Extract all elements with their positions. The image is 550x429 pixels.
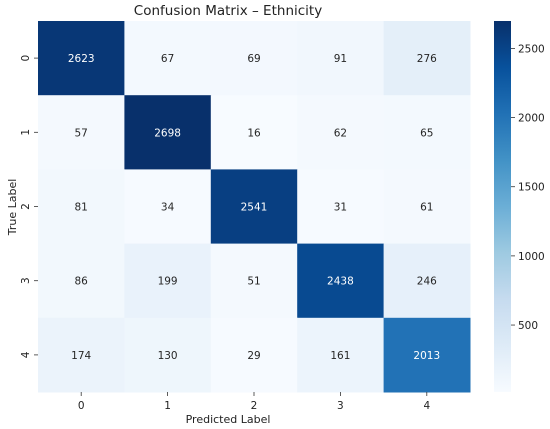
colorbar-ticks: 500 1000 1500 2000 2500: [511, 43, 545, 332]
colorbar-tick-label-1: 1000: [518, 251, 545, 263]
cell-value-2-2: 2541: [241, 202, 268, 214]
x-tick-label-3: 3: [337, 400, 344, 412]
cell-value-4-0: 174: [71, 350, 91, 362]
heatmap-cell-2-0: [38, 169, 125, 245]
cell-value-3-0: 86: [75, 276, 89, 288]
y-tick-label-0: 0: [20, 55, 32, 62]
heatmap-cell-4-3: [297, 317, 385, 393]
cell-value-2-0: 81: [75, 202, 88, 214]
heatmap-cell-4-0: [38, 317, 125, 393]
heatmap-cell-0-4: [383, 21, 471, 96]
x-tick-label-4: 4: [423, 400, 430, 412]
y-tick-label-2: 2: [20, 203, 32, 210]
cell-value-4-2: 29: [247, 350, 260, 362]
cell-value-3-4: 246: [417, 276, 437, 288]
y-axis-label: True Label: [6, 179, 19, 237]
heatmap-cell-0-3: [297, 21, 385, 96]
heatmap-cell-2-4: [383, 169, 471, 245]
cell-value-3-1: 199: [158, 276, 178, 288]
heatmap-cell-1-2: [210, 95, 298, 170]
heatmap-cells: 2623 67 69 91 276 57 2698 16 62 65 81 34 2541 31 61 86 1…: [38, 21, 471, 393]
y-axis-ticks: 0 1 2 3 4: [20, 55, 38, 358]
colorbar: [494, 21, 511, 392]
colorbar-tick-label-3: 2000: [518, 113, 545, 125]
heatmap-cell-0-0: [38, 21, 125, 96]
cell-value-1-2: 16: [247, 127, 261, 139]
colorbar-tick-label-2: 1500: [518, 182, 545, 194]
cell-value-4-3: 161: [330, 350, 350, 362]
heatmap-cell-4-1: [124, 317, 212, 393]
cell-value-3-2: 51: [247, 276, 260, 288]
heatmap-cell-0-1: [124, 21, 212, 96]
x-axis-label: Predicted Label: [186, 413, 271, 426]
cell-value-4-4: 2013: [413, 350, 440, 362]
cell-value-0-2: 69: [247, 53, 260, 65]
heatmap-cell-1-3: [297, 95, 385, 170]
cell-value-0-1: 67: [161, 53, 174, 65]
heatmap-cell-3-1: [124, 243, 212, 319]
heatmap-cell-3-0: [38, 243, 125, 319]
cell-value-1-4: 65: [420, 127, 433, 139]
cell-value-1-0: 57: [75, 127, 88, 139]
cell-value-1-1: 2698: [154, 127, 181, 139]
y-tick-label-1: 1: [20, 129, 32, 136]
heatmap-cell-2-1: [124, 169, 212, 245]
heatmap-cell-4-4: [383, 317, 471, 393]
y-tick-label-4: 4: [20, 351, 32, 358]
cell-value-2-4: 61: [420, 202, 433, 214]
x-tick-label-2: 2: [251, 400, 258, 412]
heatmap-cell-1-1: [124, 95, 212, 170]
heatmap-cell-4-2: [210, 317, 298, 393]
heatmap-cell-3-2: [210, 243, 298, 319]
heatmap-cell-1-4: [383, 95, 471, 170]
heatmap-cell-2-3: [297, 169, 385, 245]
cell-value-2-3: 31: [334, 202, 347, 214]
y-tick-label-3: 3: [20, 277, 32, 284]
chart-title: Confusion Matrix – Ethnicity: [134, 3, 322, 19]
cell-value-0-4: 276: [417, 53, 437, 65]
colorbar-tick-label-4: 2500: [518, 43, 545, 55]
cell-value-2-1: 34: [161, 202, 175, 214]
heatmap-cell-0-2: [210, 21, 298, 96]
cell-value-3-3: 2438: [327, 276, 354, 288]
heatmap-cell-3-4: [383, 243, 471, 319]
cell-value-1-3: 62: [334, 127, 347, 139]
heatmap-cell-3-3: [297, 243, 385, 319]
cell-value-0-3: 91: [334, 53, 347, 65]
cell-value-0-0: 2623: [68, 53, 95, 65]
x-tick-label-0: 0: [78, 400, 85, 412]
x-axis-ticks: 0 1 2 3 4: [78, 392, 430, 412]
cell-value-4-1: 130: [158, 350, 178, 362]
heatmap-cell-1-0: [38, 95, 125, 170]
heatmap-cell-2-2: [210, 169, 298, 245]
colorbar-tick-label-0: 500: [518, 320, 538, 332]
x-tick-label-1: 1: [164, 400, 171, 412]
